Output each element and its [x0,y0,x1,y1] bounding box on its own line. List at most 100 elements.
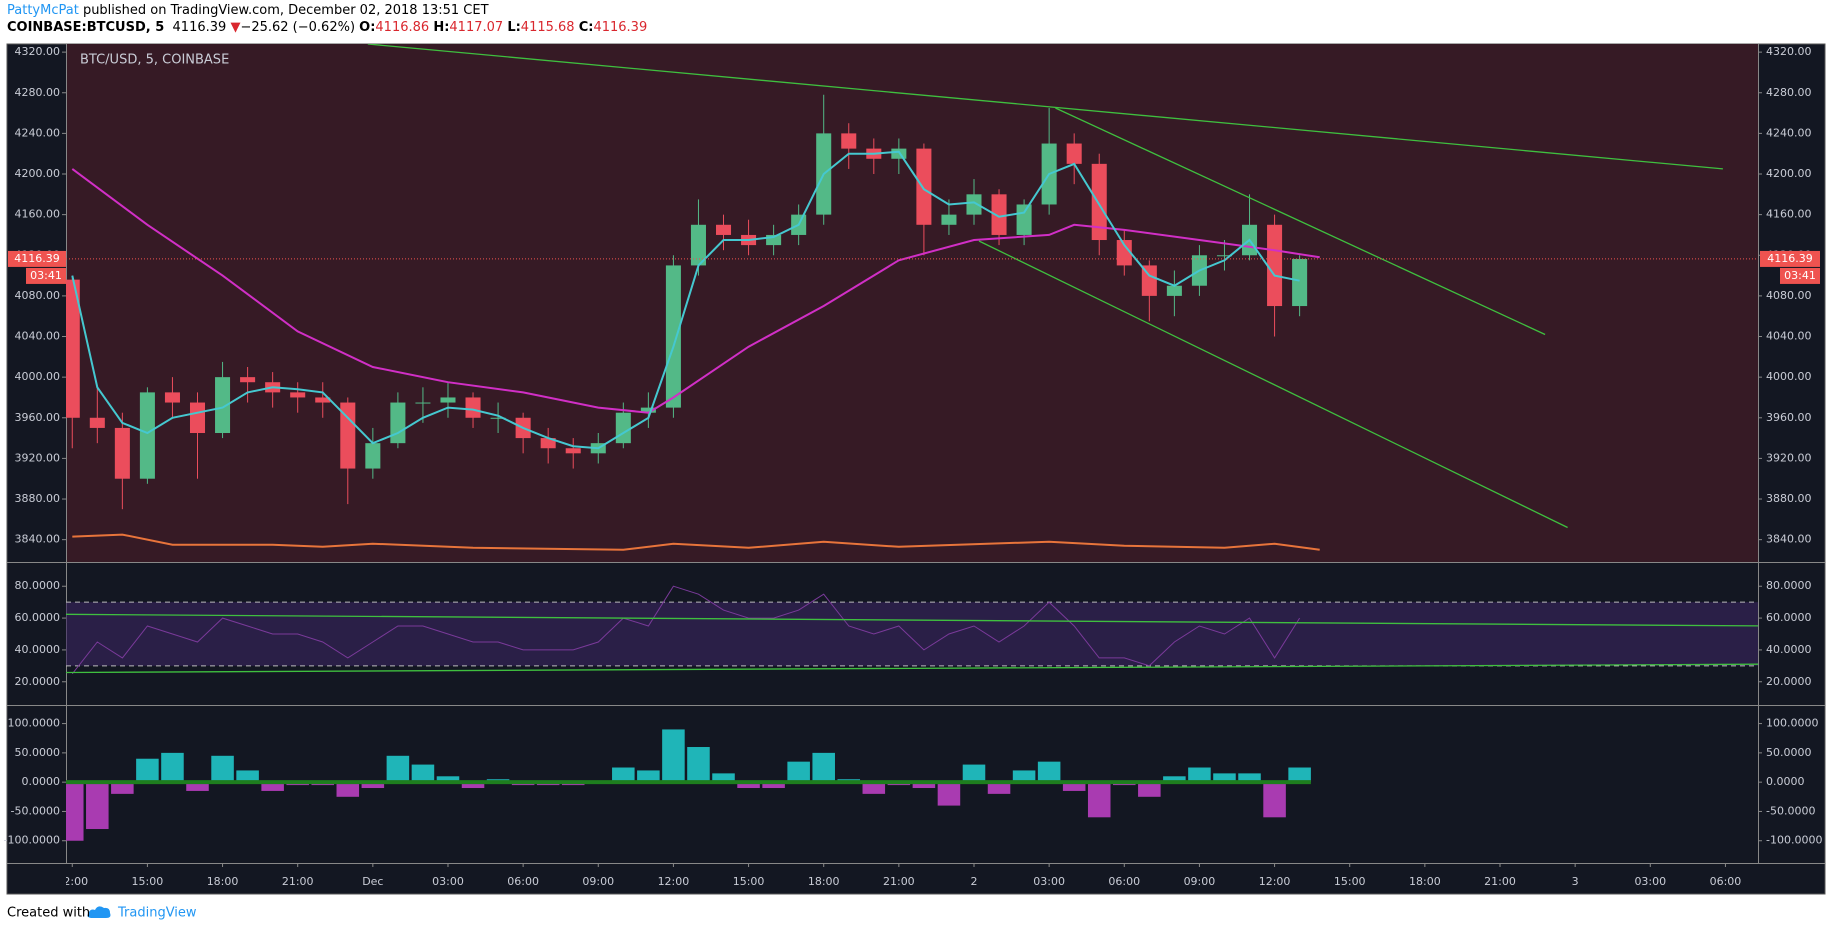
hist-bar [1163,776,1186,783]
trend-line [66,613,1758,627]
brand[interactable]: TradingView [117,906,197,921]
x-tick-label: 03:00 [1634,875,1666,888]
y-tick-label: 20.0000 [15,675,61,688]
hist-bar [136,758,159,783]
y-tick-label: 3880.00 [1766,492,1812,505]
y-tick-label: 4160.00 [15,208,61,221]
y-tick-label: 4280.00 [1766,86,1812,99]
hist-bar [186,782,209,791]
hist-bar [411,764,435,783]
candle-body [189,402,206,434]
logo[interactable] [87,906,111,918]
last: 4116.39 [172,20,227,35]
x-tick-label: 12:00 [658,875,690,888]
x-tick-label: 12:00 [56,875,88,888]
c: 4116.39 [593,20,648,35]
candle-body [440,397,456,403]
candle-body [690,224,706,266]
x-tick-label: 12:00 [1259,875,1291,888]
x-tick-label: 15:00 [733,875,765,888]
x-tick-label: 18:00 [207,875,239,888]
y-tick-label: 40.0000 [15,643,61,656]
candle-body [114,427,130,479]
y-tick-label: 3960.00 [1766,411,1812,424]
last-price-label: 4116.39 [14,252,60,265]
x-tick-label: 09:00 [582,875,614,888]
hist-bar [862,782,886,794]
candle-body [89,417,105,428]
change: −25.62 (−0.62%) [240,20,356,35]
candle-body [1066,143,1082,164]
candle-body [490,417,506,419]
candle-body [390,402,406,444]
candle-body [841,133,857,149]
candle-body [891,148,907,159]
hist-bar [912,782,936,789]
hist-bar [962,764,986,783]
y-tick-label: 0.0000 [1766,775,1805,788]
quote-line: COINBASE:BTCUSD, 5 4116.39 ▼−25.62 (−0.6… [7,20,647,35]
candle-body [1091,163,1107,241]
pane-plot [66,44,1723,551]
y-tick-label: -100.0000 [4,834,60,847]
candle-body [966,194,982,215]
hist-bar [762,782,785,789]
pane-plot [66,585,1758,675]
y-tick-label: 20.0000 [1766,675,1812,688]
candle-body [1216,255,1232,257]
hist-bar [1288,767,1311,783]
price-pane [66,44,1758,562]
hist-bar [987,782,1011,794]
x-tick-label: 06:00 [1108,875,1140,888]
hist-bar [712,773,735,783]
y-tick-label: 100.0000 [1766,717,1819,730]
x-tick-label: 3 [1572,875,1579,888]
y-tick-label: -100.0000 [1766,834,1822,847]
x-tick-label: 18:00 [808,875,840,888]
hist-bar [161,752,184,783]
author[interactable]: PattyMcPat [7,3,79,18]
trend-line [367,44,1723,170]
created-with: Created with [7,906,90,921]
y-tick-label: 4240.00 [15,126,61,139]
hist-bar [937,782,961,806]
hist-bar [1062,782,1086,791]
y-tick-label: 3840.00 [15,533,61,546]
publish-line: PattyMcPat published on TradingView.com,… [7,3,489,18]
candle-body [640,407,656,413]
y-tick-label: 3960.00 [15,411,61,424]
price-label-box [8,250,66,267]
y-tick-label: 40.0000 [1766,643,1812,656]
moving-average [71,150,1300,450]
hist-bar [336,782,360,797]
candle-body [290,392,306,398]
y-tick-label: 50.0000 [15,746,61,759]
candle-body [1166,285,1182,296]
y-tick-label: -50.0000 [11,804,60,817]
o-label: O: [359,20,376,35]
y-tick-label: 4320.00 [15,45,61,58]
countdown-label: 03:41 [1784,269,1816,282]
x-tick-label: 03:00 [432,875,464,888]
pane-title: BTC/USD, 5, COINBASE [80,53,229,68]
candle-body [1141,265,1157,296]
hist-bar [66,782,84,841]
x-tick-label: 21:00 [1484,875,1516,888]
countdown-box [1780,267,1820,284]
candle-body [240,377,256,383]
l-label: L: [507,20,521,35]
y-tick-label: 4280.00 [15,86,61,99]
y-tick-label: 4160.00 [1766,208,1812,221]
candle-body [415,402,431,404]
hist-bar [236,770,259,783]
y-tick-label: 4000.00 [1766,370,1812,383]
hist-bar [637,770,660,783]
moving-average [71,168,1320,414]
hist-bar [1138,782,1161,797]
candle-body [941,214,957,225]
y-tick-label: 3920.00 [15,451,61,464]
candle-body [615,412,631,444]
y-tick-label: 4000.00 [15,370,61,383]
x-tick-label: 06:00 [507,875,539,888]
moving-average [72,533,1320,551]
